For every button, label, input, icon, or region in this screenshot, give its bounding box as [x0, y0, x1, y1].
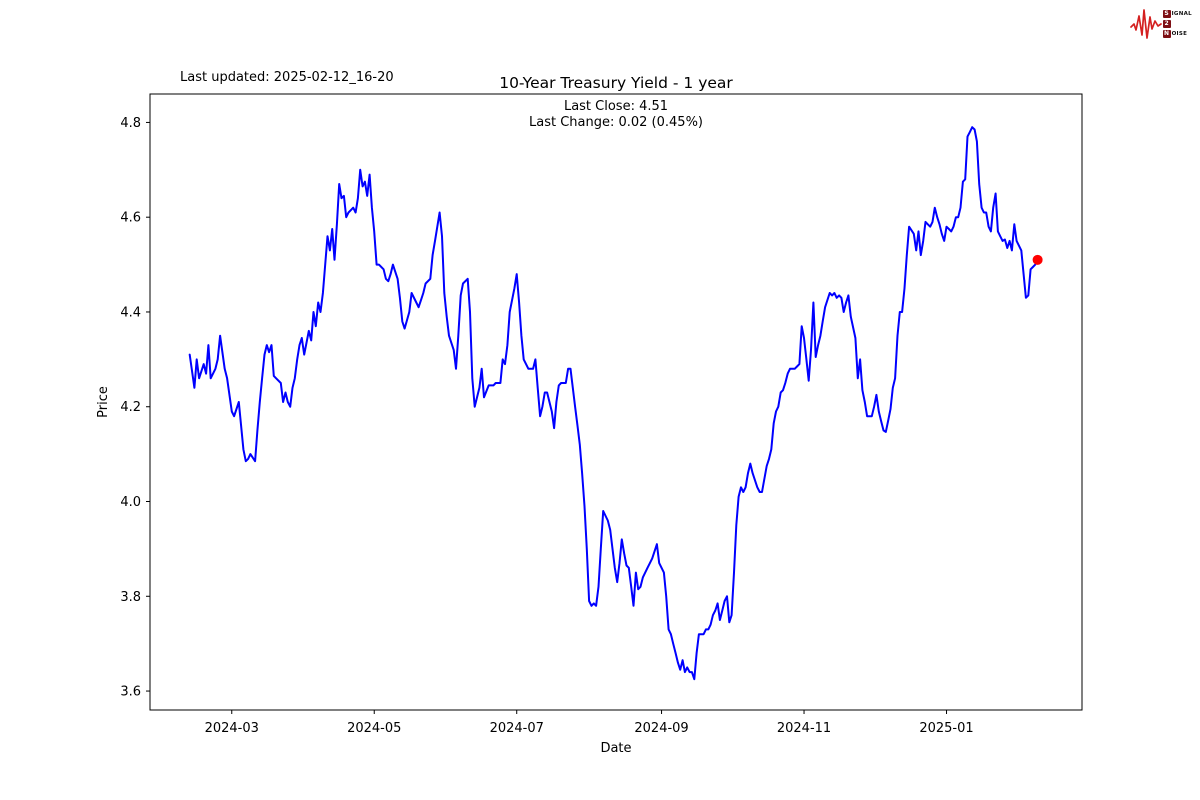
y-tick-label: 4.0 [120, 495, 141, 510]
logo-badge-2: 2 [1162, 20, 1171, 28]
yield-line-series [188, 126, 1039, 681]
waveform-icon [1129, 9, 1162, 39]
x-tick-label: 2024-11 [777, 721, 831, 736]
logo-badge-s: S [1162, 10, 1171, 18]
chart-subtitle-last-close: Last Close: 4.51 [564, 99, 668, 114]
x-tick-label: 2025-01 [919, 721, 973, 736]
x-tick-label: 2024-07 [490, 721, 544, 736]
chart-title: 10-Year Treasury Yield - 1 year [499, 74, 733, 92]
logo-text: S IGNAL 2 N OISE [1162, 10, 1192, 39]
y-tick-label: 4.8 [120, 116, 141, 131]
y-tick-label: 4.4 [120, 305, 141, 320]
logo-word-oise: OISE [1171, 31, 1188, 37]
y-tick-label: 3.8 [120, 590, 141, 605]
y-tick-label: 4.2 [120, 400, 141, 415]
y-tick-label: 4.6 [120, 211, 141, 226]
x-tick-label: 2024-05 [347, 721, 401, 736]
chart-subtitle-last-change: Last Change: 0.02 (0.45%) [529, 115, 703, 130]
x-tick-label: 2024-09 [634, 721, 688, 736]
plot-area: 3.6 3.8 4.0 4.2 4.4 4.6 4.8 2024-03 2024-05 2024-… [120, 93, 1083, 736]
y-axis-label: Price [96, 386, 111, 418]
y-tick-label: 3.6 [120, 685, 141, 700]
logo-badge-n: N [1162, 30, 1171, 38]
last-updated-label: Last updated: 2025-02-12_16-20 [180, 70, 394, 85]
logo-word-ignal: IGNAL [1171, 11, 1192, 17]
signal2noise-logo: S IGNAL 2 N OISE [1129, 4, 1192, 44]
last-close-marker [1032, 254, 1043, 265]
x-axis-label: Date [600, 741, 631, 756]
axes-box [149, 93, 1083, 711]
x-tick-label: 2024-03 [205, 721, 259, 736]
